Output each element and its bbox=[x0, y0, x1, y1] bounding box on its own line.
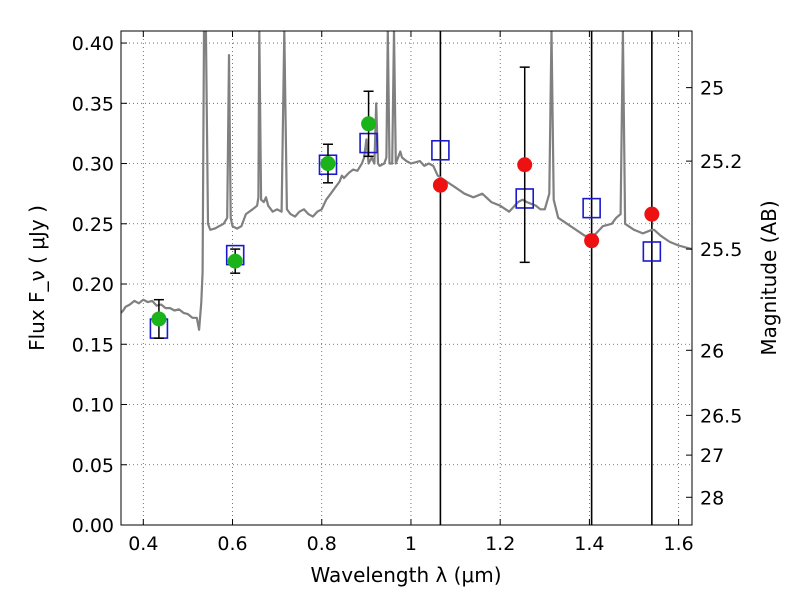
y-tick-label: 0.40 bbox=[72, 33, 114, 55]
y-axis-label: Flux F_ν ( μJy ) bbox=[25, 205, 49, 351]
y-tick-label: 0.20 bbox=[72, 274, 114, 296]
observed-nir-point bbox=[432, 177, 448, 193]
axis-ticks: 0.4 0.6 0.8 1 1.2 1.4 1.6 0.00 0.05 0.10 0.15 0.20 0… bbox=[72, 31, 742, 555]
plot-background bbox=[121, 31, 692, 525]
model-photometry-square bbox=[582, 197, 601, 219]
plot-area bbox=[121, 31, 692, 525]
x-tick-label: 1.6 bbox=[664, 533, 694, 555]
y-tick-label: 0.30 bbox=[72, 154, 114, 176]
observed-optical-point bbox=[151, 311, 167, 327]
observed-optical-point bbox=[361, 116, 377, 132]
x-tick-label: 1.4 bbox=[574, 533, 604, 555]
x-tick-label: 1 bbox=[405, 533, 417, 555]
observed-nir-point bbox=[644, 206, 660, 222]
right-tick-label: 27 bbox=[700, 445, 724, 467]
observed-optical-point bbox=[320, 156, 336, 172]
observed-nir-point bbox=[517, 157, 533, 173]
x-tick-label: 0.4 bbox=[128, 533, 158, 555]
plot-frame bbox=[120, 30, 693, 526]
y-tick-label: 0.15 bbox=[72, 334, 114, 356]
y-tick-label: 0.35 bbox=[72, 93, 114, 115]
model-photometry-square bbox=[431, 139, 450, 161]
right-tick-label: 25.5 bbox=[700, 239, 742, 261]
right-axis-label: Magnitude (AB) bbox=[757, 200, 781, 355]
right-tick-label: 26.5 bbox=[700, 405, 742, 427]
observed-nir-point bbox=[584, 233, 600, 249]
right-tick-label: 25.2 bbox=[700, 151, 742, 173]
observed-optical-point bbox=[227, 253, 243, 269]
x-tick-label: 1.2 bbox=[485, 533, 515, 555]
right-tick-label: 25 bbox=[700, 78, 724, 100]
right-tick-label: 28 bbox=[700, 487, 724, 509]
y-tick-label: 0.25 bbox=[72, 214, 114, 236]
y-tick-label: 0.05 bbox=[72, 455, 114, 477]
x-tick-label: 0.6 bbox=[217, 533, 247, 555]
y-tick-label: 0.10 bbox=[72, 395, 114, 417]
y-tick-label: 0.00 bbox=[72, 515, 114, 537]
model-photometry-square bbox=[642, 241, 662, 262]
x-tick-label: 0.8 bbox=[307, 533, 337, 555]
right-tick-label: 26 bbox=[700, 340, 724, 362]
x-axis-label: Wavelength λ (μm) bbox=[310, 563, 501, 587]
model-spectrum-line bbox=[121, 31, 692, 331]
